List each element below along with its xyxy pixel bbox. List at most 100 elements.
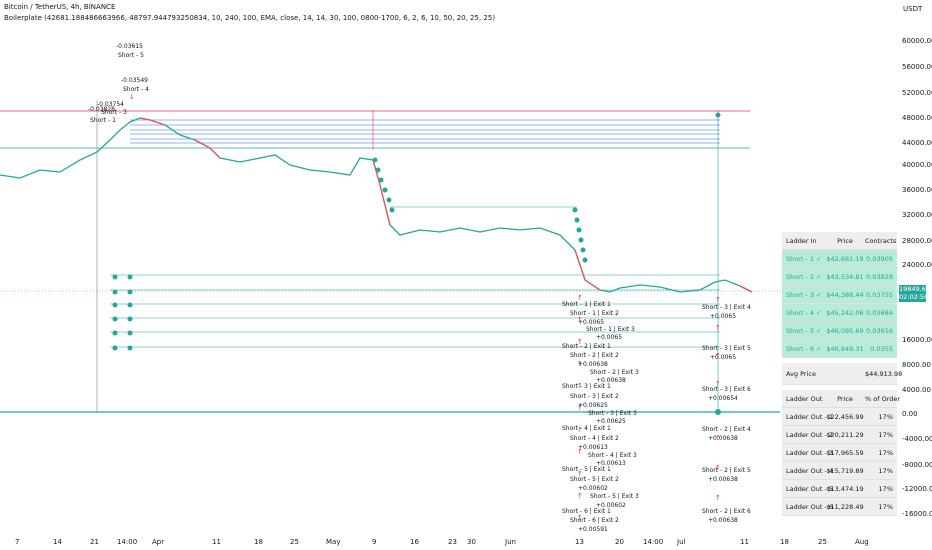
price-axis-label: 48000.00 bbox=[902, 114, 932, 122]
time-axis-label: 11 bbox=[212, 538, 221, 546]
price-axis-label: 24000.00 bbox=[902, 261, 932, 269]
svg-text:↑: ↑ bbox=[715, 352, 721, 360]
table-row: Short - 5 ✓ $46,095.69 0.03616 bbox=[782, 322, 897, 340]
table-gap bbox=[782, 358, 897, 363]
chart-title: Bitcoin / TetherUS, 4h, BINANCE bbox=[4, 3, 116, 11]
ladder-out-pct: 17% bbox=[878, 430, 893, 439]
header-cell: Price bbox=[837, 236, 853, 245]
avg-price-value: $44,913.98 bbox=[865, 369, 903, 378]
ladder-out-pct: 17% bbox=[878, 502, 893, 511]
exit-label: +0.00625 bbox=[596, 418, 626, 425]
ladder-in-price: $43,534.81 bbox=[826, 272, 864, 281]
table-row: Ladder Out - 6 $11,228.49 17% bbox=[782, 498, 897, 516]
price-axis-label: -8000.00 bbox=[902, 461, 932, 469]
time-axis-label: 21 bbox=[90, 538, 99, 546]
ladder-out-name: Ladder Out - 1 bbox=[786, 412, 833, 421]
exit-label: Short - 1 | Exit 1 bbox=[562, 301, 611, 308]
price-series bbox=[0, 117, 753, 293]
ladder-out-name: Ladder Out - 3 bbox=[786, 448, 833, 457]
exit-label: Short - 2 | Exit 1 bbox=[562, 343, 611, 350]
table-row: Short - 4 ✓ $45,242.06 0.03684 bbox=[782, 304, 897, 322]
ladder-in-name: Short - 2 ✓ bbox=[786, 272, 822, 281]
price-axis-unit: USDT bbox=[903, 5, 923, 13]
time-axis-label: 9 bbox=[372, 538, 377, 546]
ladder-out-price: $15,719.89 bbox=[826, 466, 864, 475]
ladder-in-contracts: 0.03616 bbox=[866, 326, 893, 335]
svg-text:↑: ↑ bbox=[577, 360, 583, 368]
svg-text:↑: ↑ bbox=[577, 316, 583, 324]
exit-label: +0.00613 bbox=[596, 460, 626, 467]
ladder-in-name: Short - 3 ✓ bbox=[786, 290, 822, 299]
ladder-in-name: Short - 1 ✓ bbox=[786, 254, 822, 263]
exit-label: +0.00654 bbox=[708, 395, 738, 402]
svg-text:↑: ↑ bbox=[577, 382, 583, 390]
exit-label: Short - 5 | Exit 1 bbox=[562, 466, 611, 473]
short-annotation: -0.03754 bbox=[97, 101, 124, 108]
ladder-out-header: Ladder Out Price % of Order bbox=[782, 390, 901, 408]
exit-label: +0.00638 bbox=[578, 361, 608, 368]
time-axis-label: 14 bbox=[53, 538, 62, 546]
ladder-in-contracts: 0.03684 bbox=[866, 308, 893, 317]
table-gap bbox=[782, 385, 897, 390]
exit-label: Short - 2 | Exit 6 bbox=[702, 508, 751, 515]
price-axis-label: 32000.00 bbox=[902, 211, 932, 219]
svg-text:↑: ↑ bbox=[577, 448, 583, 456]
exit-label: Short - 2 | Exit 5 bbox=[702, 467, 751, 474]
exit-label: +0.0065 bbox=[710, 313, 737, 320]
entry-markers bbox=[112, 112, 721, 415]
price-axis-label: 56000.00 bbox=[902, 63, 932, 71]
ladder-in-price: $45,242.06 bbox=[826, 308, 864, 317]
time-axis-label: May bbox=[326, 538, 341, 546]
ladder-out-pct: 17% bbox=[878, 412, 893, 421]
bar-countdown: 02:02:56 bbox=[899, 293, 929, 301]
time-axis-label: Jul bbox=[677, 538, 686, 546]
header-cell: % of Order bbox=[865, 394, 901, 403]
time-axis-label: 11 bbox=[740, 538, 749, 546]
price-axis-label: -12000.00 bbox=[902, 485, 932, 493]
ladder-in-header: Ladder In Price Contracts bbox=[782, 232, 897, 250]
time-axis-label: 13 bbox=[575, 538, 584, 546]
svg-text:↑: ↑ bbox=[715, 434, 721, 442]
svg-text:↑: ↑ bbox=[715, 494, 721, 502]
time-axis-label: 16 bbox=[410, 538, 419, 546]
ladder-in-name: Short - 6 ✓ bbox=[786, 344, 822, 353]
exit-markers: ↑ ↑ ↑ ↑ ↑ ↑ ↑ ↑ ↑ ↑ ↑ ↑ ↑ ↑ ↑ ↑ ↑ ↑ ↓ bbox=[129, 93, 721, 522]
svg-text:↑: ↑ bbox=[715, 380, 721, 388]
svg-text:↑: ↑ bbox=[577, 492, 583, 500]
exit-label: +0.0065 bbox=[578, 319, 605, 326]
ladder-in-lines bbox=[130, 119, 720, 144]
price-axis-label: 0.00 bbox=[902, 410, 918, 418]
table-row: Ladder Out - 3 $17,965.59 17% bbox=[782, 444, 897, 462]
indicator-legend[interactable]: Boilerplate (42681.188486663966, 48797.9… bbox=[4, 14, 496, 22]
exit-label: Short - 1 | Exit 2 bbox=[570, 310, 619, 317]
ladder-in-name: Short - 4 ✓ bbox=[786, 308, 822, 317]
exit-label: Short - 3 | Exit 3 bbox=[588, 410, 637, 417]
time-axis-label: 23 bbox=[448, 538, 457, 546]
svg-text:↑: ↑ bbox=[577, 426, 583, 434]
exit-label: Short - 5 | Exit 3 bbox=[590, 493, 639, 500]
table-row: Short - 3 ✓ $44,388.44 0.03755 bbox=[782, 286, 897, 304]
svg-text:↑: ↑ bbox=[577, 470, 583, 478]
price-axis-label: 8000.00 bbox=[902, 361, 931, 369]
exit-label: Short - 6 | Exit 2 bbox=[570, 517, 619, 524]
ladder-out-price: $17,965.59 bbox=[826, 448, 864, 457]
exit-label: Short - 3 | Exit 6 bbox=[702, 386, 751, 393]
header-cell: Ladder Out bbox=[786, 394, 823, 403]
price-axis-label: 52000.00 bbox=[902, 89, 932, 97]
svg-text:↑: ↑ bbox=[577, 404, 583, 412]
ladder-in-price: $44,388.44 bbox=[826, 290, 864, 299]
short-annotation: Short - 4 bbox=[123, 86, 149, 93]
ladder-in-contracts: 0.03755 bbox=[866, 290, 893, 299]
table-row: Ladder Out - 2 $20,211.29 17% bbox=[782, 426, 897, 444]
ladder-out-name: Ladder Out - 2 bbox=[786, 430, 833, 439]
short-annotation: Short - 3 bbox=[101, 109, 127, 116]
short-annotation: Short - 1 bbox=[90, 117, 116, 124]
price-axis-label: 60000.00 bbox=[902, 37, 932, 45]
header-cell: Price bbox=[837, 394, 853, 403]
exit-label: +0.00638 bbox=[708, 517, 738, 524]
table-row: Short - 6 ✓ $46,949.31 0.0355 bbox=[782, 340, 897, 358]
exit-label: +0.00638 bbox=[708, 435, 738, 442]
svg-text:↑: ↑ bbox=[715, 324, 721, 332]
time-axis-label: 25 bbox=[290, 538, 299, 546]
